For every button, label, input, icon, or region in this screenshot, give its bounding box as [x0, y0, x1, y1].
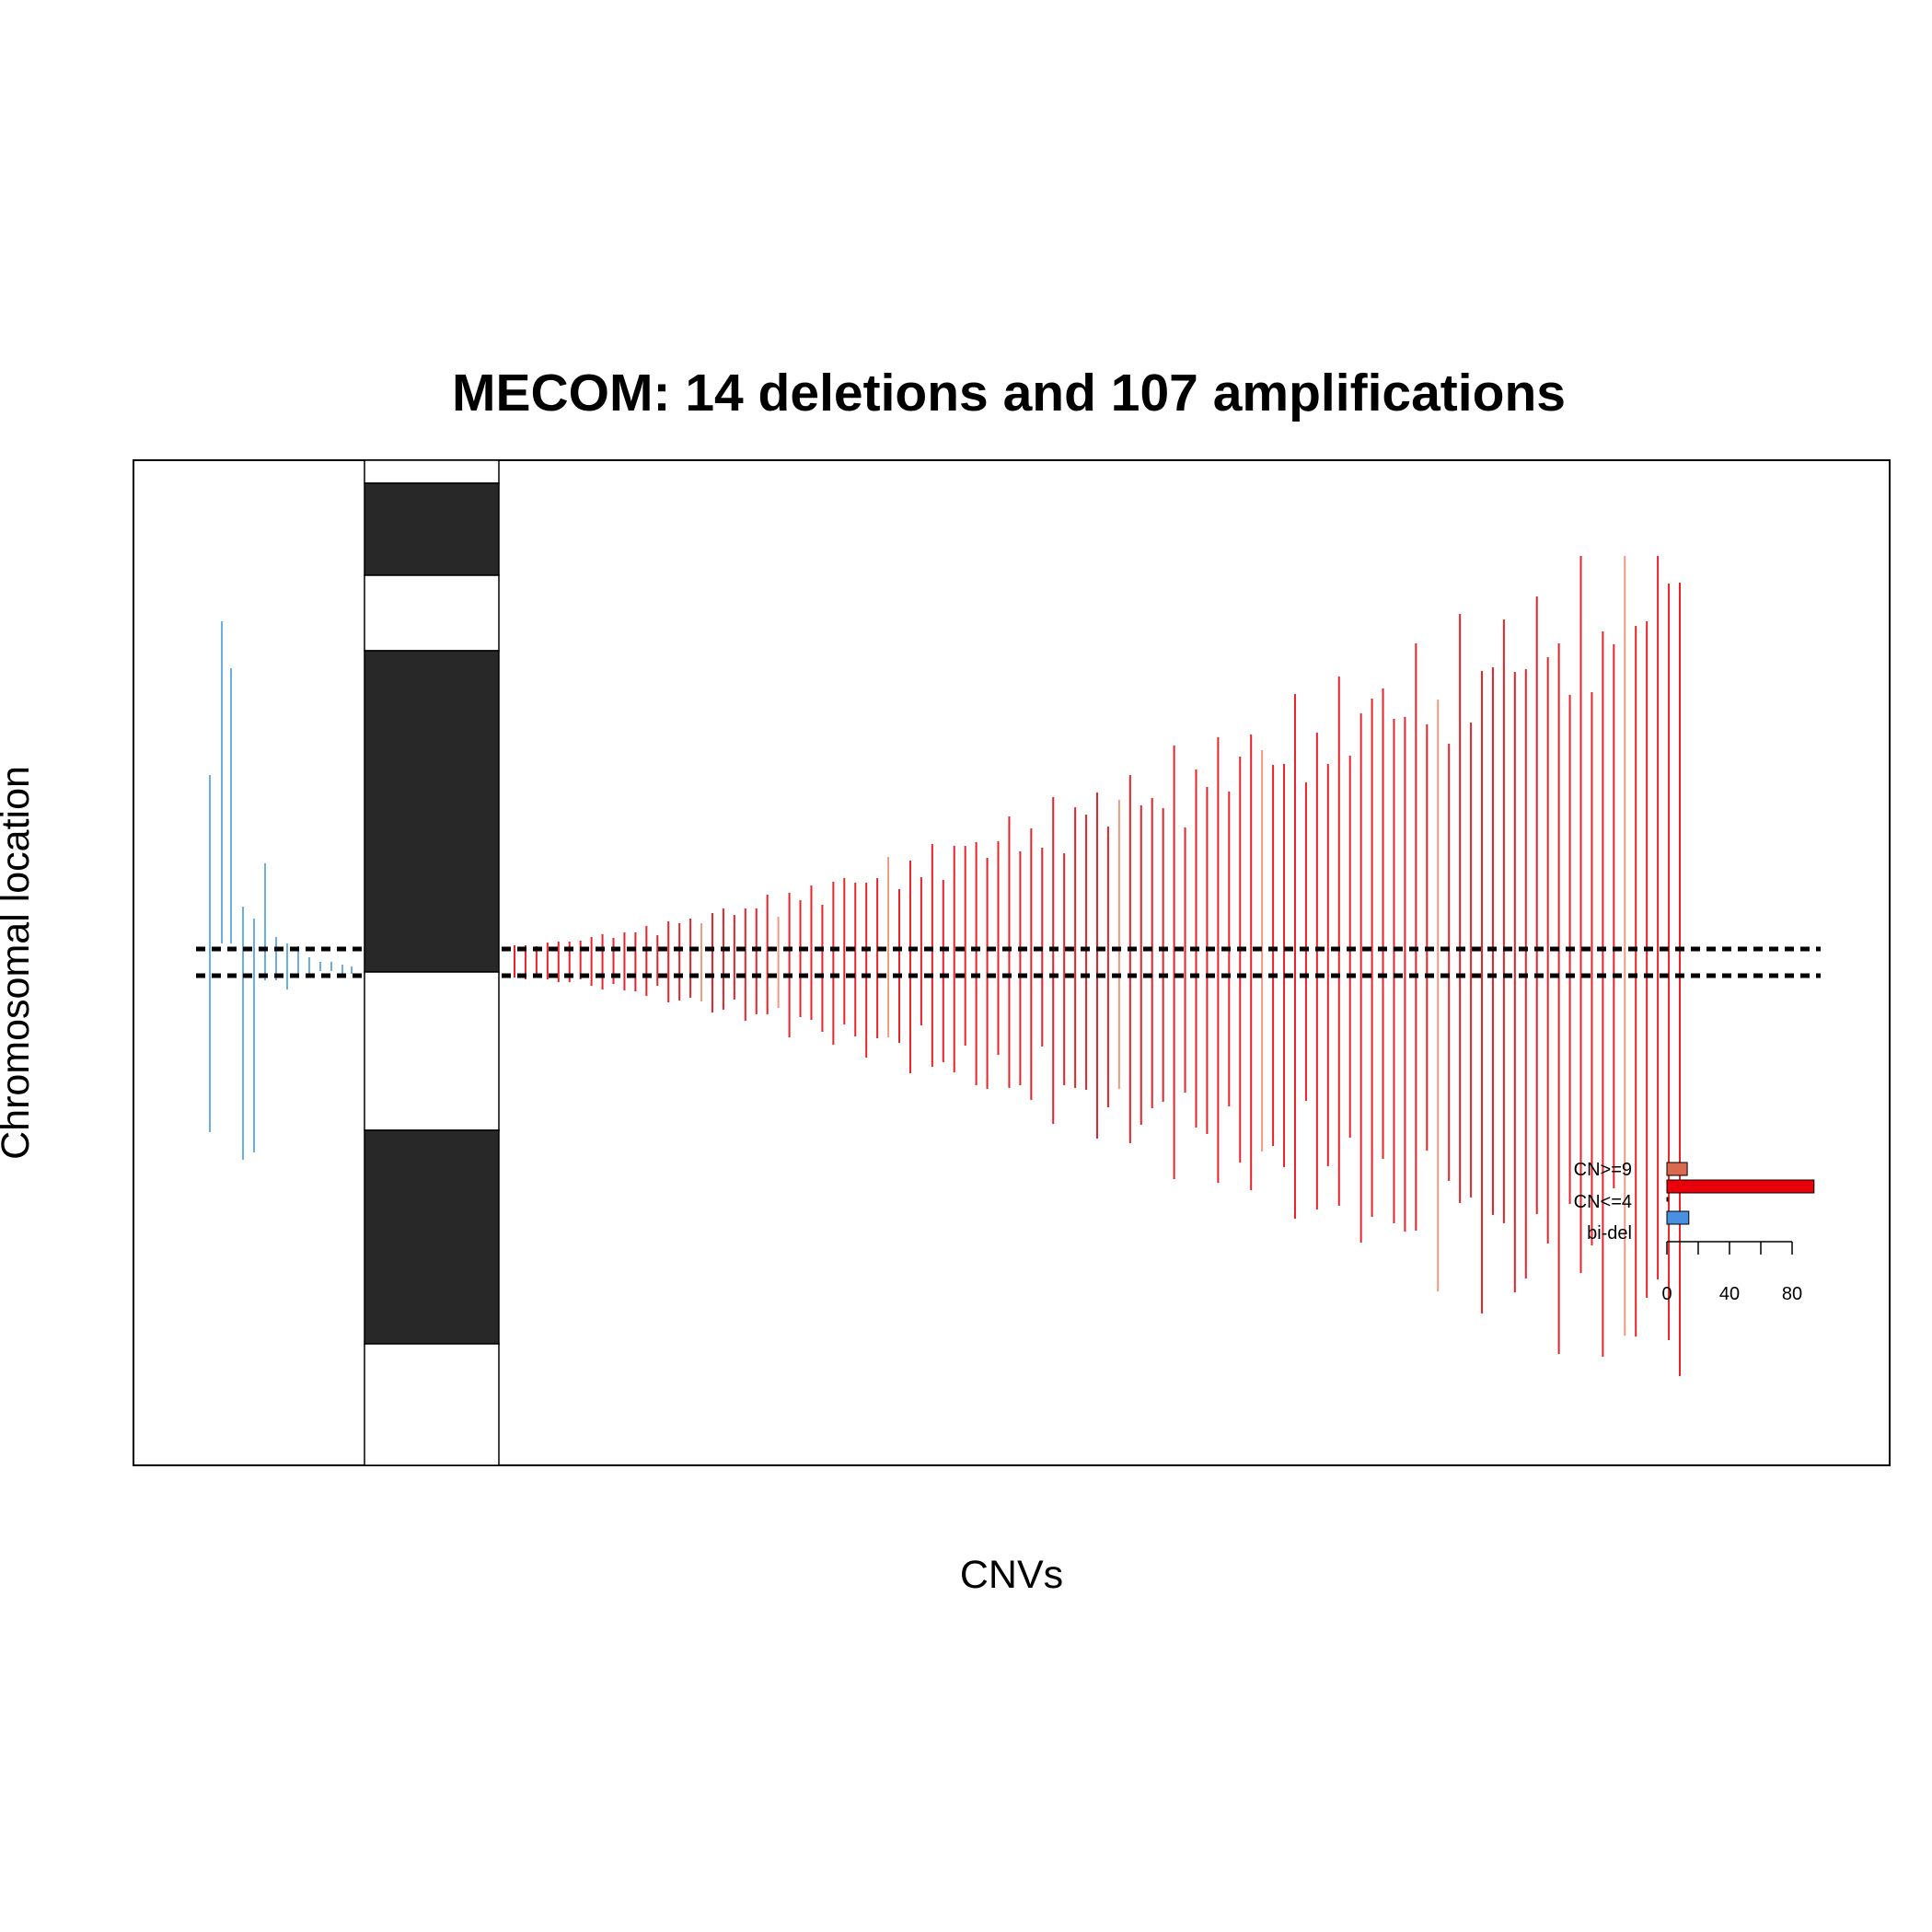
chromosome-band-2 — [364, 482, 500, 576]
chromosome-band-5 — [364, 971, 500, 1131]
plot-area — [133, 459, 1891, 1466]
chromosome-band-1 — [364, 459, 500, 484]
chromosome-band-6 — [364, 1129, 500, 1345]
chromosome-ideogram — [364, 459, 500, 1466]
chromosome-band-7 — [364, 1343, 500, 1466]
legend-label-1: CN>=9 — [1574, 1160, 1632, 1180]
y-axis-label: Chromosomal location — [0, 766, 38, 1160]
cnv-segments — [209, 556, 1681, 1376]
legend-tick-label-2: 40 — [1719, 1284, 1740, 1304]
legend: CN>=9 CN<=4 bi-del 0 40 80 — [1574, 1160, 1815, 1304]
x-axis-label: CNVs — [960, 1553, 1063, 1597]
chromosome-band-3 — [364, 574, 500, 652]
legend-bar-3 — [1666, 1197, 1669, 1202]
chromosome-band-4 — [364, 650, 500, 973]
legend-label-2: CN<=4 — [1574, 1192, 1632, 1212]
legend-tick-label-3: 80 — [1782, 1284, 1802, 1304]
legend-bar-2 — [1666, 1179, 1815, 1194]
legend-label-3: bi-del — [1587, 1223, 1632, 1244]
gene-boundary-lines — [196, 946, 1821, 978]
legend-bar-1 — [1666, 1162, 1688, 1176]
legend-bar-4 — [1666, 1210, 1690, 1225]
chart-title: MECOM: 14 deletions and 107 amplificatio… — [452, 364, 1566, 422]
legend-tick-label-1: 0 — [1661, 1284, 1672, 1304]
